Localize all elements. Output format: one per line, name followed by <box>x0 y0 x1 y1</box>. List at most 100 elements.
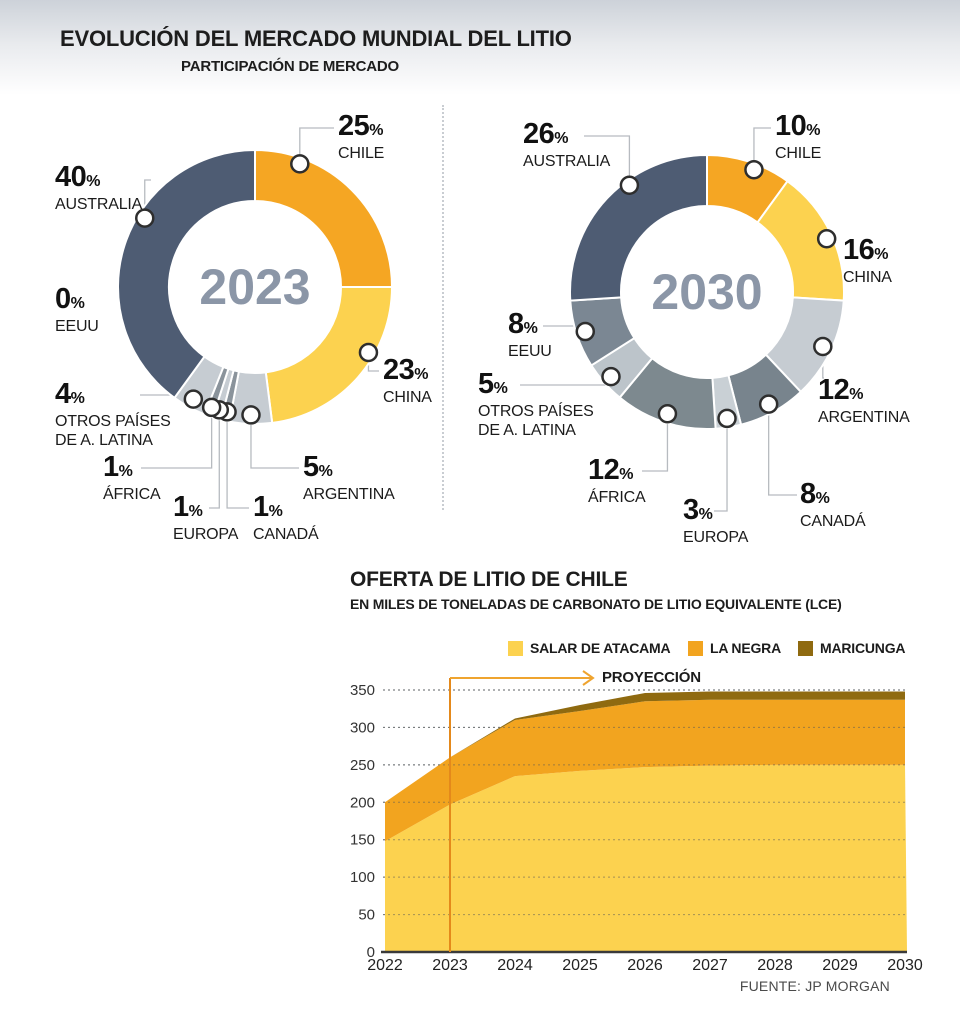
donut-charts-canvas <box>117 127 845 512</box>
pie-slice-2030-australia <box>569 153 708 302</box>
pie-slice-2023-chile <box>254 148 394 288</box>
legend: SALAR DE ATACAMA LA NEGRA MARICUNGA <box>0 640 960 660</box>
section-divider <box>442 105 444 510</box>
x-tick-2024: 2024 <box>497 957 533 974</box>
source-credit: FUENTE: JP MORGAN <box>739 978 890 994</box>
pie-label-country: EUROPA <box>683 529 749 546</box>
pie-label-value: 4% <box>55 378 85 410</box>
projection-label: PROYECCIÓN <box>602 669 701 686</box>
connector-dot-2030-argentina <box>813 336 833 357</box>
x-tick-2022: 2022 <box>367 957 403 974</box>
connector-line-2023-canad <box>226 411 249 509</box>
chile-supply-chart: OFERTA DE LITIO DE CHILE EN MILES DE TON… <box>0 560 960 1024</box>
header-band: EVOLUCIÓN DEL MERCADO MUNDIAL DEL LITIO … <box>0 0 960 100</box>
pie-label-value: 0% <box>55 283 85 315</box>
pie-label-country: CHINA <box>843 269 892 286</box>
x-tick-2023: 2023 <box>432 957 468 974</box>
x-tick-2030: 2030 <box>887 957 923 974</box>
pie-label-value: 3% <box>683 494 713 526</box>
legend-item-la-negra: LA NEGRA <box>688 640 781 656</box>
legend-label: MARICUNGA <box>820 640 906 656</box>
connector-dot-2023-china <box>358 342 379 363</box>
connector-dot-2030-australia <box>619 175 640 195</box>
pie-label-country: CANADÁ <box>800 513 866 530</box>
area-series-la-negra <box>385 699 905 842</box>
dots-2030 <box>575 159 837 429</box>
x-tick-2026: 2026 <box>627 957 663 974</box>
x-tick-2027: 2027 <box>692 957 728 974</box>
connector-dot-2030-chile <box>744 159 764 180</box>
connector-line-2030-chile <box>753 127 771 170</box>
pie-label-value: 1% <box>173 491 203 523</box>
pie-label-2030-canad: 8% CANADÁ <box>800 478 866 531</box>
pie-label-2023-europa: 1% EUROPA <box>173 493 238 544</box>
legend-swatch-salar-de-atacama <box>508 640 523 656</box>
connector-line-2030-europa <box>714 418 728 512</box>
pie-label-value: 16% <box>843 234 889 266</box>
projection-arrowhead-icon <box>582 670 595 686</box>
y-tick-100: 100 <box>350 869 375 886</box>
connector-dot-2023-australia <box>135 208 155 228</box>
y-tick-250: 250 <box>350 757 375 774</box>
pie-label-country: ARGENTINA <box>303 486 395 503</box>
connector-line-2023-europa <box>209 409 220 509</box>
legend-label: LA NEGRA <box>710 640 781 656</box>
pie-label-2030-europa: 3% EUROPA <box>683 496 748 547</box>
pie-label-2030-china: 16% CHINA <box>843 236 892 287</box>
pie-label-value: 10% <box>775 110 821 142</box>
pie-label-country: ARGENTINA <box>818 409 910 426</box>
pie-label-2023-eeuu: 0% EEUU <box>55 285 99 336</box>
x-tick-2029: 2029 <box>822 957 858 974</box>
connector-dot-2030-eeuu <box>575 321 596 342</box>
pie-label-2023-australia: 40% AUSTRALIA <box>55 163 142 214</box>
pie-label-country: AUSTRALIA <box>523 153 611 170</box>
pie-label-2030-chile: 10% CHILE <box>775 112 821 163</box>
pie-label-value: 1% <box>253 491 283 523</box>
supply-chart-subtitle: EN MILES DE TONELADAS DE CARBONATO DE LI… <box>350 596 842 612</box>
connector-dot-2030-canad <box>758 394 779 414</box>
pie-label-country: AUSTRALIA <box>55 196 143 213</box>
legend-swatch-maricunga <box>798 640 813 656</box>
x-tick-2028: 2028 <box>757 957 793 974</box>
pie-label-2023-chile: 25% CHILE <box>338 112 384 163</box>
pie-label-2023-argentina: 5% ARGENTINA <box>303 453 395 504</box>
pie-label-2023-otros-pa-ses-de-a-latina: 4% OTROS PAÍSES DE A. LATINA <box>55 380 171 450</box>
connector-dot-2023-chile <box>290 154 310 174</box>
pie-label-country: CANADÁ <box>253 526 319 543</box>
connector-line-2030-australia <box>584 135 631 186</box>
pie-label-country: ÁFRICA <box>588 489 646 506</box>
y-tick-350: 350 <box>350 682 375 699</box>
pie-label-country: CHILE <box>775 145 822 162</box>
pie-label-country: EUROPA <box>173 526 239 543</box>
pie-label-value: 1% <box>103 451 133 483</box>
legend-item-salar-de-atacama: SALAR DE ATACAMA <box>508 640 671 656</box>
connector-line-2030-canad <box>768 404 797 496</box>
connector-line-2030-frica <box>642 413 669 472</box>
page-subtitle: PARTICIPACIÓN DE MERCADO <box>181 58 399 75</box>
area-series-maricunga <box>385 691 905 803</box>
pie-label-value: 5% <box>303 451 333 483</box>
pie-label-2030-argentina: 12% ARGENTINA <box>818 376 910 427</box>
pie-label-value: 8% <box>800 478 830 510</box>
pie-label-value: 12% <box>818 374 864 406</box>
pie-label-value: 5% <box>478 368 508 400</box>
donut-year-2023: 2023 <box>199 259 311 315</box>
pie-label-country: OTROS PAÍSES DE A. LATINA <box>55 413 171 450</box>
y-tick-200: 200 <box>350 794 375 811</box>
supply-chart-title: OFERTA DE LITIO DE CHILE <box>350 568 628 591</box>
pie-label-2023-china: 23% CHINA <box>383 356 432 407</box>
pie-label-2030-eeuu: 8% EEUU <box>508 310 552 361</box>
pie-label-country: OTROS PAÍSES DE A. LATINA <box>478 403 594 440</box>
pie-label-value: 12% <box>588 454 634 486</box>
slices-2030 <box>569 153 845 430</box>
dots-2023 <box>135 154 379 425</box>
connector-line-2023-frica <box>141 407 213 469</box>
market-share-donuts: 25% CHILE 23% CHINA 5% ARGENTINA 1% CANADÁ 1% EUR… <box>0 100 960 560</box>
pie-label-value: 25% <box>338 110 384 142</box>
pie-label-country: EEUU <box>508 343 552 360</box>
connector-line-2023-argentina <box>250 414 299 469</box>
pie-label-country: EEUU <box>55 318 99 335</box>
pie-label-country: CHINA <box>383 389 432 406</box>
legend-item-maricunga: MARICUNGA <box>798 640 906 656</box>
pie-label-2030-australia: 26% AUSTRALIA <box>523 120 610 171</box>
